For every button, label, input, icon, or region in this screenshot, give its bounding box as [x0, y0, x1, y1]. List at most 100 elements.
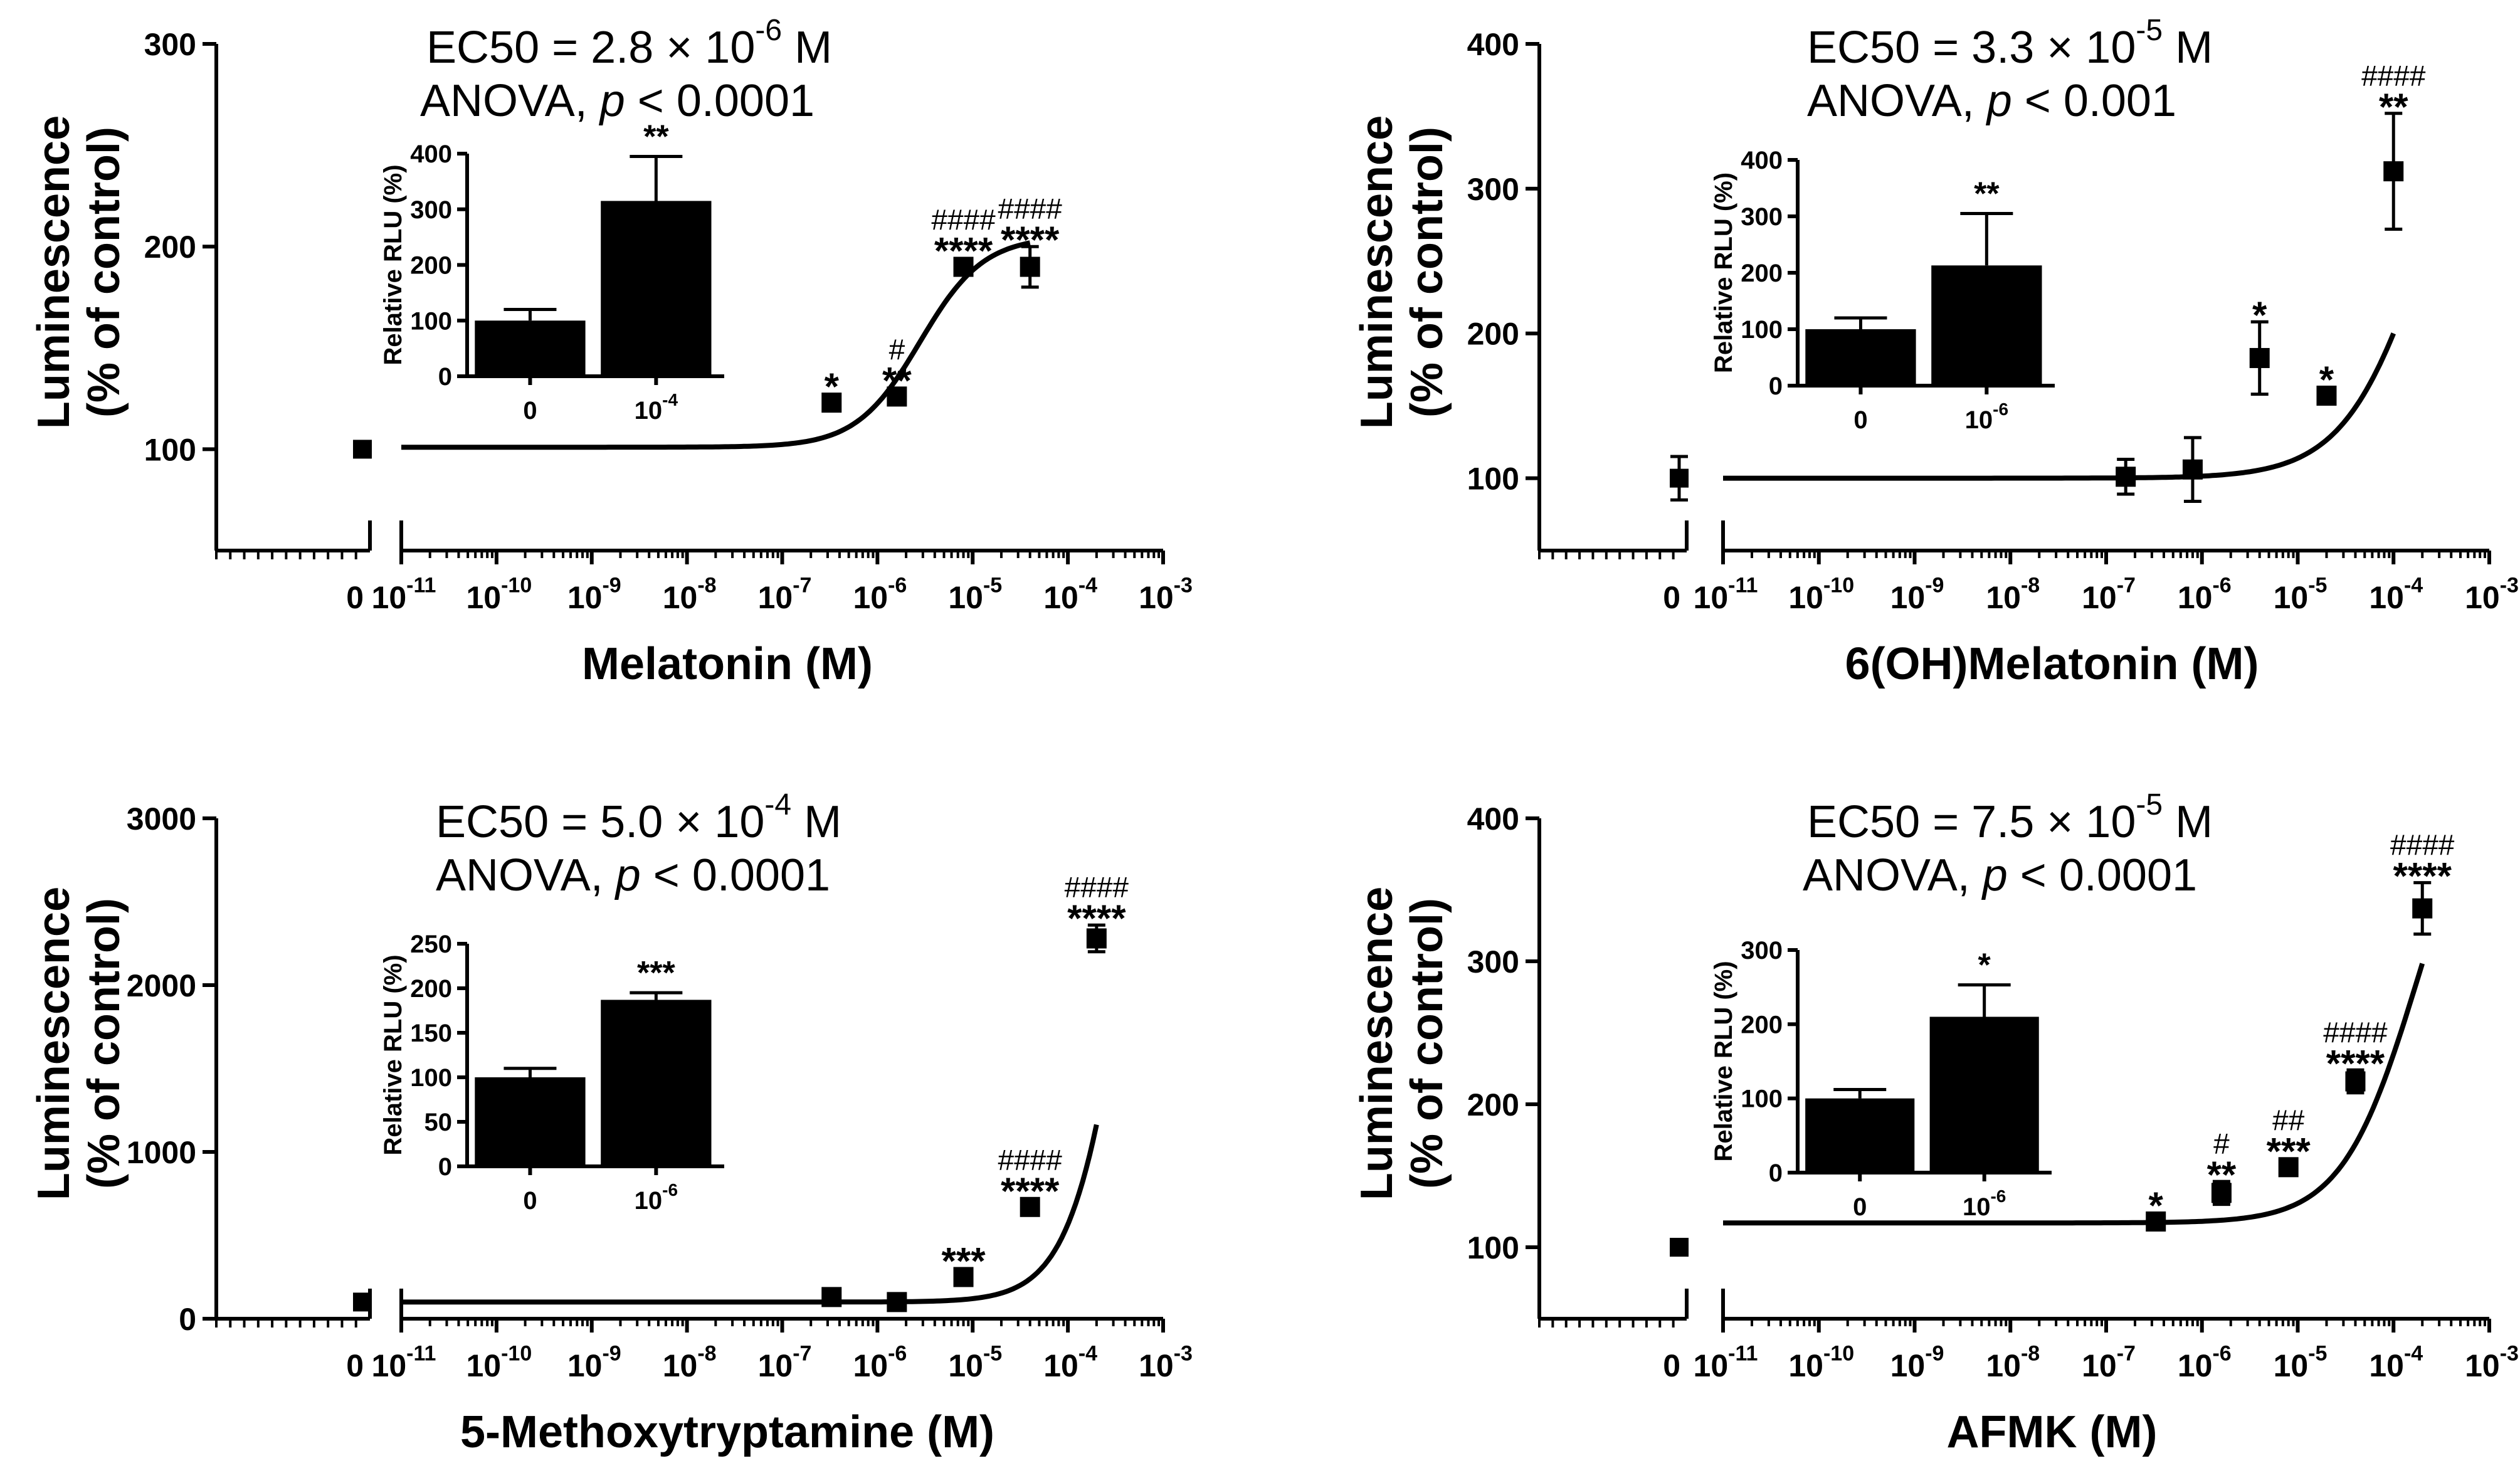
- y-axis-title: Luminescence: [29, 887, 79, 1200]
- x-tick-label: 10-7: [2082, 574, 2136, 616]
- x-tick-label: 10-6: [853, 574, 907, 616]
- panel-afmk: 100 200 300 400 Luminescence (% of control) 10…: [1352, 788, 2519, 1457]
- x-tick-label: 10-4: [1043, 574, 1097, 616]
- x-tick-label: 10-3: [1139, 574, 1193, 616]
- data-point: [2211, 1183, 2232, 1203]
- significance-hash: ####: [998, 1144, 1063, 1176]
- data-point: [953, 256, 974, 277]
- significance-hash: #: [2213, 1127, 2230, 1160]
- inset-y-tick-label: 300: [1741, 937, 1783, 964]
- y-axis-title: Luminescence: [29, 115, 79, 429]
- fit-curve: [401, 240, 1031, 450]
- data-point: [887, 1292, 907, 1312]
- data-point: [953, 1267, 974, 1287]
- significance-hash: ####: [2390, 829, 2455, 862]
- significance-hash: ##: [2272, 1104, 2305, 1136]
- x-axis-title: 5-Methoxytryptamine (M): [460, 1407, 994, 1457]
- significance-stars: **: [882, 359, 912, 401]
- inset-x-tick-label: 10-4: [635, 390, 678, 425]
- x-tick-label: 10-3: [1139, 1342, 1193, 1384]
- inset-bar: [601, 1000, 712, 1166]
- significance-stars: ****: [1067, 897, 1126, 939]
- fit-curve: [1723, 963, 2425, 1226]
- inset-y-tick-label: 400: [1741, 147, 1783, 174]
- significance-hash: ####: [931, 204, 996, 236]
- y-tick-label: 1000: [127, 1135, 196, 1170]
- x-tick-label: 10-10: [466, 574, 532, 616]
- significance-stars: *: [2319, 359, 2334, 401]
- x-zero-label: 0: [346, 580, 364, 615]
- inset-y-title: Relative RLU (%): [1710, 961, 1737, 1161]
- inset-bar: [1931, 265, 2042, 386]
- significance-hash: ####: [2323, 1016, 2388, 1048]
- y-axis-title-line2: (% of control): [1402, 898, 1452, 1189]
- inset-bar: [475, 320, 586, 376]
- y-tick-label: 400: [1467, 801, 1519, 837]
- x-tick-label: 10-4: [1043, 1342, 1097, 1384]
- inset-significance-stars: **: [643, 119, 669, 155]
- significance-stars: ****: [934, 230, 993, 272]
- inset-y-tick-label: 200: [410, 975, 452, 1003]
- y-tick-label: 300: [144, 27, 196, 62]
- inset-y-tick-label: 0: [1769, 1159, 1783, 1187]
- x-tick-label: 10-6: [2178, 1342, 2232, 1384]
- significance-hash: ####: [1065, 871, 1129, 904]
- x-tick-label: 10-9: [567, 574, 621, 616]
- x-tick-label: 10-7: [758, 1342, 812, 1384]
- data-point: [2116, 467, 2136, 487]
- y-tick-label: 200: [1467, 317, 1519, 352]
- inset-x-tick-label: 0: [1853, 1193, 1867, 1221]
- inset-significance-stars: **: [1974, 176, 2000, 213]
- data-point: [2316, 385, 2337, 406]
- y-tick-label: 100: [1467, 1230, 1519, 1265]
- y-tick-label: 300: [1467, 944, 1519, 979]
- x-tick-label: 10-8: [1986, 574, 2040, 616]
- x-tick-label: 10-7: [758, 574, 812, 616]
- x-tick-label: 10-10: [466, 1342, 532, 1384]
- inset-x-tick-label: 0: [1853, 406, 1867, 434]
- y-axis-title-line2: (% of control): [79, 898, 129, 1189]
- significance-stars: ****: [1001, 219, 1060, 261]
- data-point: [1020, 256, 1040, 277]
- data-point: [2182, 459, 2203, 480]
- y-tick-label: 300: [1467, 172, 1519, 207]
- inset-y-tick-label: 300: [1741, 203, 1783, 231]
- x-tick-label: 10-11: [372, 574, 436, 616]
- ec50-text: EC50 = 5.0 × 10-4 M: [436, 788, 841, 847]
- inset-y-tick-label: 100: [410, 307, 452, 335]
- panel-6oh-melatonin: 100 200 300 400 Luminescence (% of control) 10…: [1352, 14, 2519, 689]
- inset-y-tick-label: 150: [410, 1020, 452, 1047]
- inset-y-tick-label: 50: [424, 1109, 453, 1136]
- inset-bar: [1805, 1098, 1915, 1173]
- significance-hash: ####: [2361, 60, 2426, 92]
- ec50-text: EC50 = 7.5 × 10-5 M: [1807, 788, 2213, 847]
- x-tick-label: 10-11: [1694, 1342, 1758, 1384]
- data-point: [1086, 928, 1107, 949]
- x-tick-label: 10-5: [948, 574, 1002, 616]
- x-tick-label: 10-4: [2369, 574, 2423, 616]
- inset-y-tick-label: 0: [1769, 372, 1783, 400]
- anova-text: ANOVA, p < 0.001: [1807, 76, 2176, 126]
- y-axis-title-line2: (% of control): [1402, 127, 1452, 418]
- x-tick-label: 10-11: [372, 1342, 436, 1384]
- control-point: [353, 440, 372, 459]
- x-tick-label: 10-10: [1788, 1342, 1854, 1384]
- inset-y-tick-label: 300: [410, 196, 452, 224]
- significance-stars: ***: [2267, 1130, 2311, 1172]
- x-tick-label: 10-5: [2274, 1342, 2328, 1384]
- y-tick-label: 0: [179, 1302, 196, 1337]
- anova-text: ANOVA, p < 0.0001: [436, 850, 830, 900]
- significance-stars: ****: [1001, 1170, 1060, 1212]
- inset-y-title: Relative RLU (%): [379, 164, 407, 365]
- x-axis-title: AFMK (M): [1947, 1407, 2158, 1457]
- control-point: [1670, 1238, 1689, 1257]
- significance-stars: *: [2149, 1185, 2164, 1227]
- inset-y-tick-label: 0: [438, 1153, 452, 1181]
- x-axis-title: Melatonin (M): [582, 639, 873, 689]
